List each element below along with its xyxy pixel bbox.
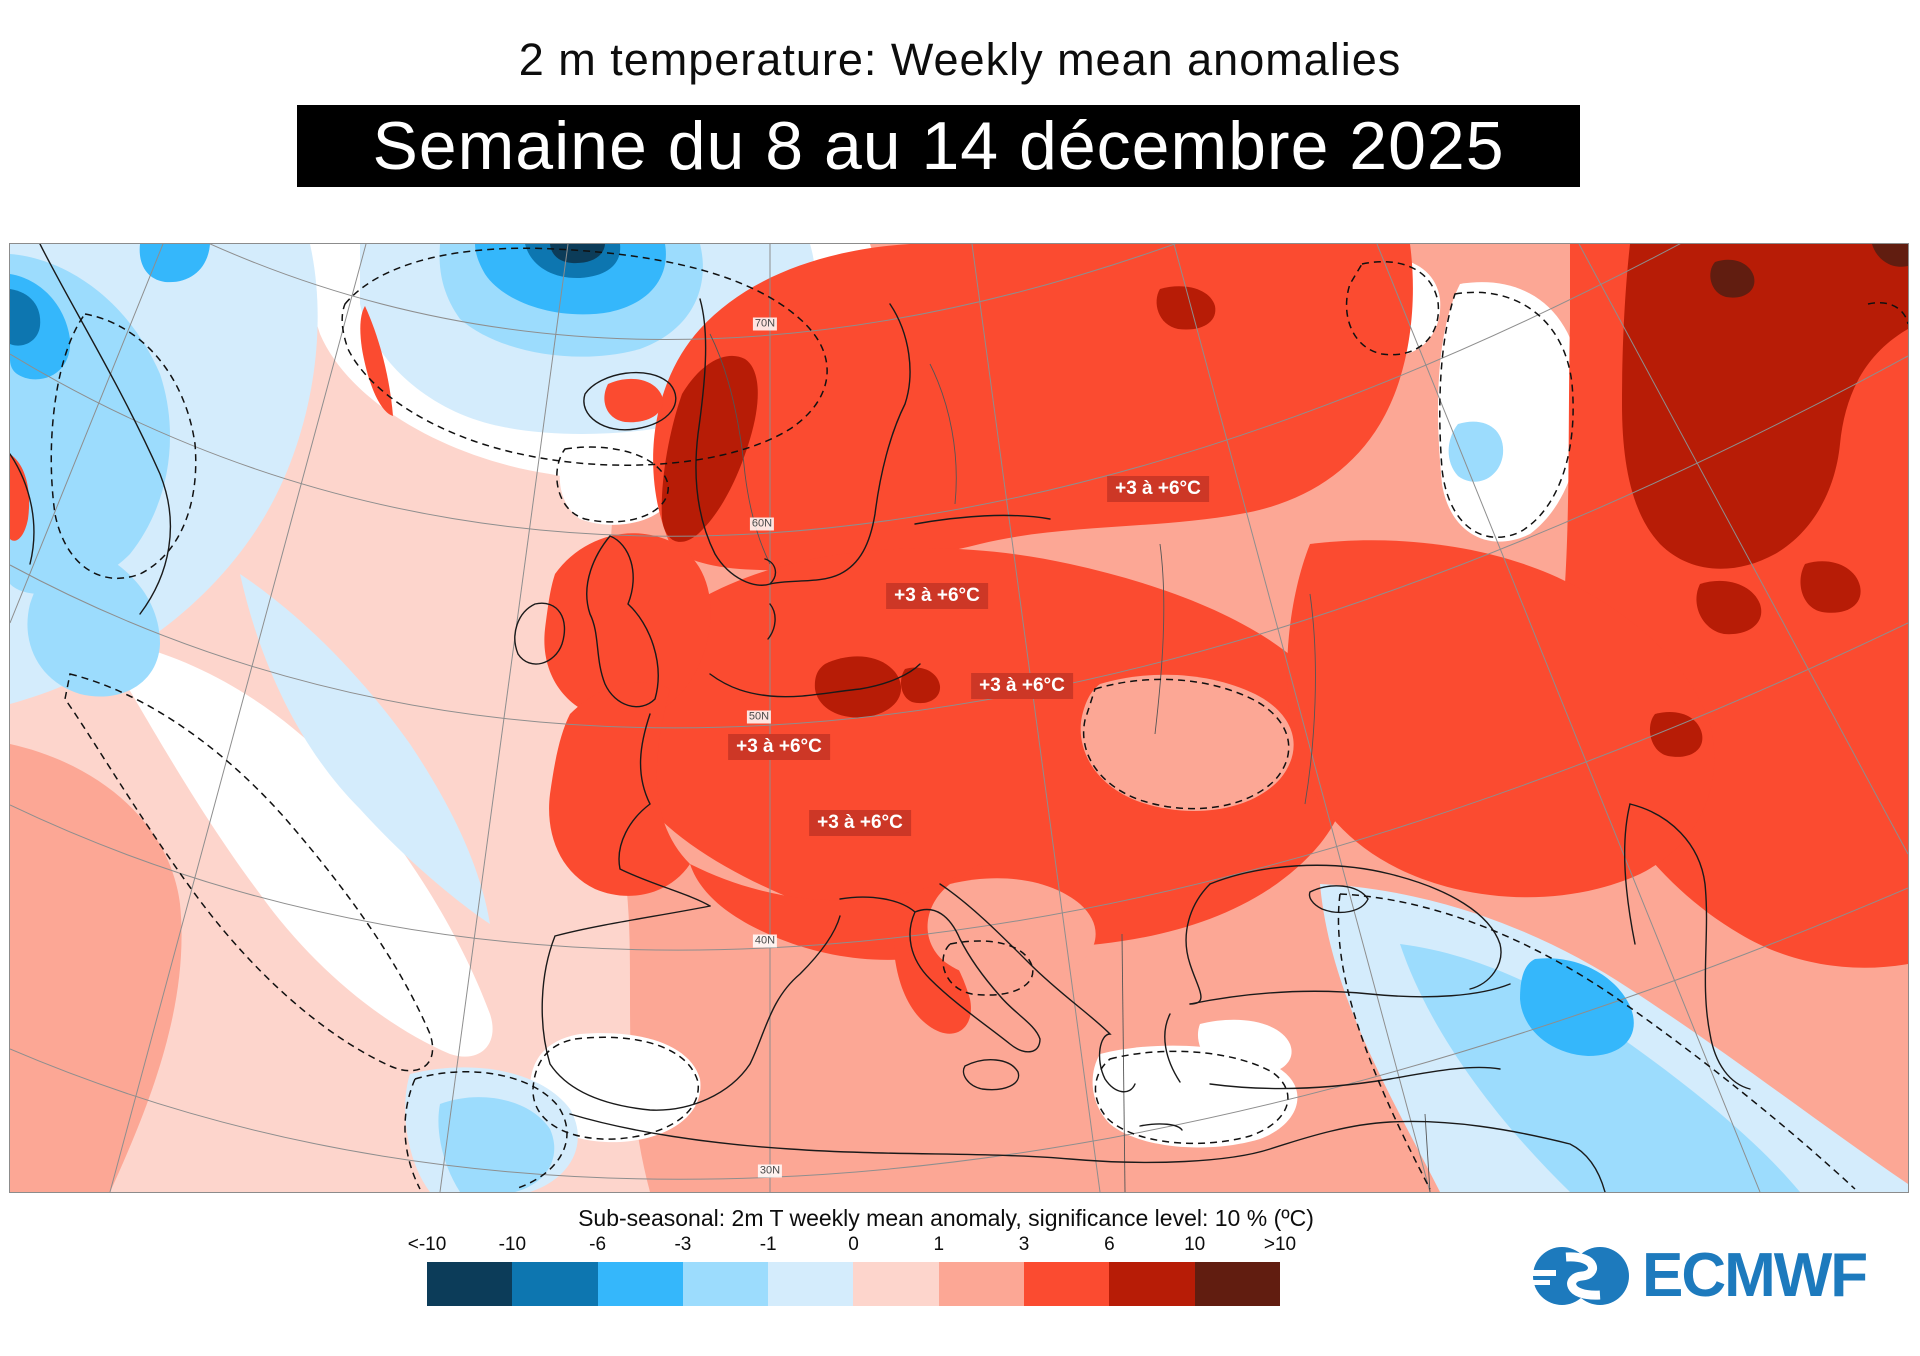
graticule	[10, 244, 1908, 1192]
legend-tick-label: -3	[674, 1234, 692, 1255]
latitude-label: 60N	[749, 517, 775, 531]
significance-contours	[50, 247, 1908, 1190]
legend-colorbar	[427, 1262, 1280, 1306]
legend-color-cell-7	[1024, 1262, 1110, 1306]
legend-ticks: <-10 -10 -6 -3 -1 0 1 3 6 10 >10	[408, 1234, 1296, 1258]
legend-tick-label: 1	[933, 1234, 945, 1255]
legend-color-cell-1	[512, 1262, 598, 1306]
anomaly-range-label: +3 à +6°C	[1107, 476, 1209, 502]
legend-tick-label: 3	[1018, 1234, 1030, 1255]
legend-tick-label: -10	[498, 1234, 527, 1255]
warm-extreme-regions	[1710, 244, 1908, 298]
legend-tick-label: <-10	[407, 1234, 447, 1255]
legend-color-cell-2	[597, 1262, 683, 1306]
legend-color-cell-0	[427, 1262, 513, 1306]
ecmwf-logo: ECMWF	[1532, 1241, 1868, 1310]
anomaly-map-canvas	[10, 244, 1908, 1192]
anomaly-range-label: +3 à +6°C	[728, 734, 830, 760]
warm-6-10-regions	[661, 244, 1908, 757]
legend-color-cell-5	[853, 1262, 939, 1306]
latitude-label: 30N	[757, 1164, 783, 1178]
legend-color-cell-8	[1109, 1262, 1195, 1306]
legend-tick-label: 6	[1104, 1234, 1115, 1255]
date-banner: Semaine du 8 au 14 décembre 2025	[297, 105, 1580, 187]
legend-tick-label: -1	[759, 1234, 777, 1255]
latitude-label: 70N	[752, 317, 778, 331]
page-title: 2 m temperature: Weekly mean anomalies	[518, 34, 1402, 85]
ecmwf-logo-icon	[1532, 1247, 1629, 1305]
country-borders	[709, 333, 1431, 1192]
legend-tick-label: 10	[1184, 1234, 1206, 1255]
legend-color-cell-3	[682, 1262, 769, 1306]
ecmwf-wordmark: ECMWF	[1642, 1241, 1868, 1310]
anomaly-range-label: +3 à +6°C	[809, 810, 911, 836]
legend-color-cell-6	[938, 1262, 1025, 1306]
latitude-label: 50N	[746, 710, 772, 724]
coastlines	[10, 244, 1751, 1192]
legend-color-cell-4	[768, 1262, 854, 1306]
cool-3-6-regions	[10, 244, 1634, 1056]
anomaly-map: +3 à +6°C +3 à +6°C +3 à +6°C +3 à +6°C +3 à…	[9, 243, 1909, 1193]
legend-caption: Sub-seasonal: 2m T weekly mean anomaly, …	[578, 1205, 1314, 1231]
date-banner-text: Semaine du 8 au 14 décembre 2025	[372, 108, 1505, 184]
anomaly-range-label: +3 à +6°C	[886, 583, 988, 609]
latitude-label: 40N	[752, 934, 778, 948]
anomaly-range-label: +3 à +6°C	[971, 673, 1073, 699]
legend-color-cell-9	[1194, 1262, 1280, 1306]
legend-tick-label: >10	[1263, 1234, 1297, 1255]
legend-tick-label: 0	[848, 1234, 859, 1255]
legend-tick-label: -6	[589, 1234, 607, 1255]
